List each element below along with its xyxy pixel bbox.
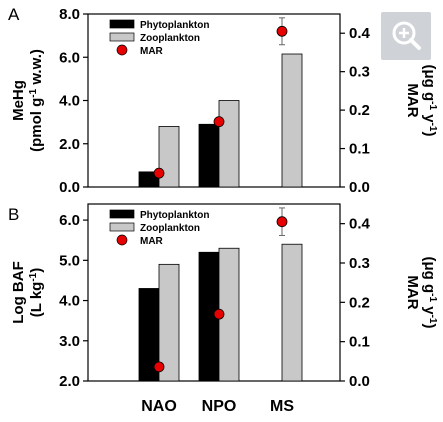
right-axis-unit: (μg g-1 y-1) [421,257,439,329]
right-tick-label: 0.1 [349,141,370,158]
right-axis-title: MAR [404,275,421,309]
right-axis-title: MAR [404,83,421,117]
legend-swatch-phytoplankton [109,209,135,219]
panel-label: B [8,205,19,224]
legend-label-zooplankton: Zooplankton [140,223,200,234]
x-category-label: NAO [141,398,177,415]
legend-swatch-zooplankton [109,32,135,42]
zooplankton-bar-npo [218,100,240,188]
legend-swatch-mar [116,234,128,246]
left-tick-label: 6.0 [59,212,80,229]
legend-swatch-phytoplankton [109,19,135,29]
right-tick-label: 0.2 [349,294,370,311]
legend-swatch-zooplankton [109,222,135,232]
right-tick-label: 0.3 [349,255,370,272]
left-tick-label: 4.0 [59,293,80,310]
right-tick-label: 0.2 [349,102,370,119]
legend-label-zooplankton: Zooplankton [140,33,200,44]
panel-label: A [8,5,20,24]
legend-label-mar: MAR [140,46,164,57]
left-tick-label: 2.0 [59,373,80,390]
zooplankton-bar-nao [158,263,180,382]
legend-swatch-mar [116,44,128,56]
left-axis-unit: (L kg-1) [28,268,46,317]
left-tick-label: 6.0 [59,49,80,66]
mar-point-npo [213,308,225,320]
mar-point-nao [153,167,165,179]
mar-point-ms [276,25,288,37]
x-category-label: NPO [202,398,237,415]
right-tick-label: 0.1 [349,334,370,351]
left-tick-label: 2.0 [59,136,80,153]
legend-label-phytoplankton: Phytoplankton [140,20,209,31]
left-axis-title: MeHg [10,80,27,121]
legend-label-mar: MAR [140,236,164,247]
mar-point-npo [213,116,225,128]
right-tick-label: 0.0 [349,179,370,196]
left-tick-label: 0.0 [59,179,80,196]
mar-point-ms [276,216,288,228]
zooplankton-bar-ms [281,243,303,382]
right-tick-label: 0.4 [349,216,371,233]
legend-label-phytoplankton: Phytoplankton [140,210,209,221]
right-tick-label: 0.0 [349,373,370,390]
left-tick-label: 4.0 [59,93,80,110]
zoom-in-icon [392,21,421,50]
left-axis-unit: (pmol g-1 w.w.) [28,49,46,152]
left-tick-label: 5.0 [59,252,80,269]
x-category-label: MS [270,398,294,415]
zooplankton-bar-nao [158,126,180,188]
right-tick-label: 0.4 [349,25,371,42]
panel-b: B 2.0 3.0 4.0 5.0 6.0 0.0 0.1 0.2 0.3 0.4 Log BAF (L… [8,203,439,390]
left-axis-title: Log BAF [10,261,27,323]
mar-point-nao [153,361,165,373]
phytoplankton-bar-npo [198,123,220,188]
zoom-button[interactable] [381,12,431,60]
panel-a: A 0.0 2.0 4.0 6.0 8.0 0.0 0.1 0.2 0.3 0.4 MeHg (pmol… [8,5,439,196]
left-tick-label: 3.0 [59,333,80,350]
right-tick-label: 0.3 [349,64,370,81]
zooplankton-bar-ms [281,53,303,188]
left-tick-label: 8.0 [59,6,80,23]
right-axis-unit: (μg g-1 y-1) [421,65,439,137]
